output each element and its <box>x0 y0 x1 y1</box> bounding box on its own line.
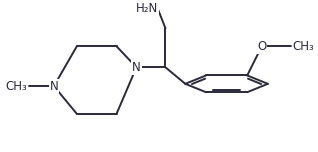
Text: CH₃: CH₃ <box>292 40 314 53</box>
Text: CH₃: CH₃ <box>5 79 27 93</box>
Text: O: O <box>257 40 266 53</box>
Text: N: N <box>132 61 141 74</box>
Text: N: N <box>50 79 58 93</box>
Text: H₂N: H₂N <box>135 2 158 15</box>
